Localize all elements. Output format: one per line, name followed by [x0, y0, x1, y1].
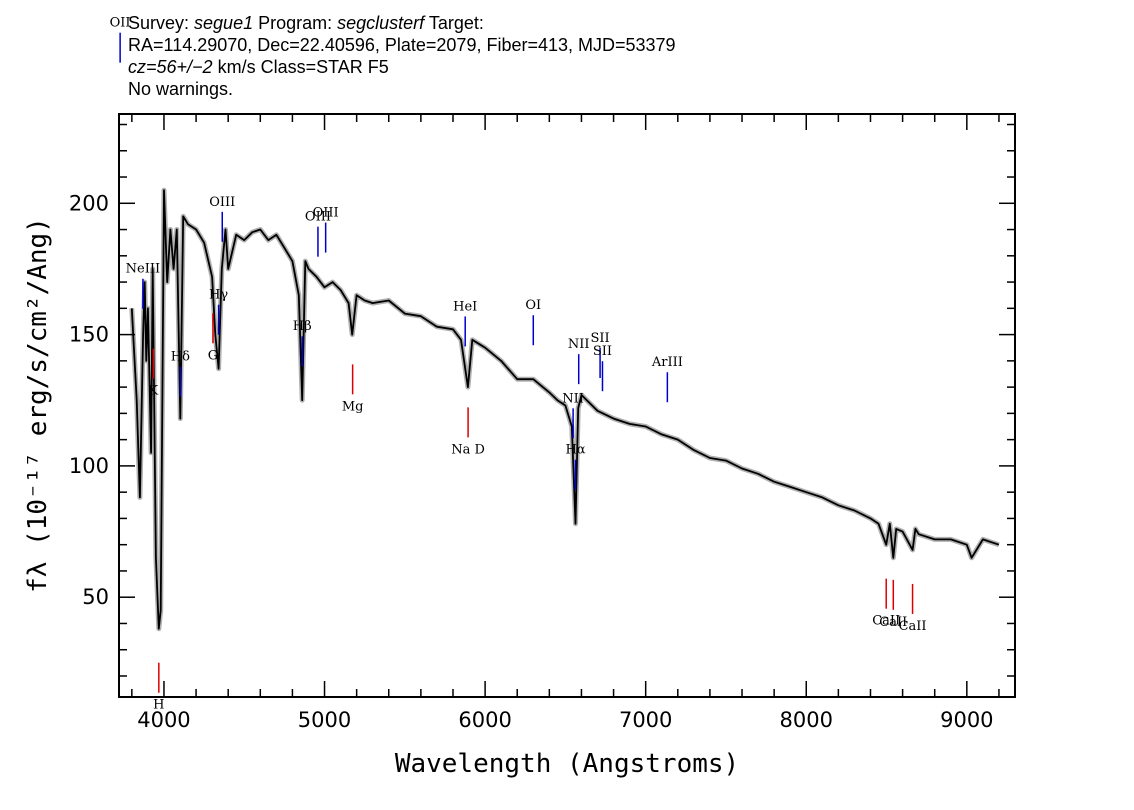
line-label-hei: HeI — [453, 299, 477, 314]
axis-ticks: 4000 5000 6000 7000 8000 9000 50 100 150 200 — [69, 114, 1015, 732]
line-label-oi: OI — [525, 298, 541, 313]
line-label-caii: CaII — [879, 615, 907, 630]
line-label-nii: NII — [562, 391, 584, 406]
y-tick-label: 100 — [69, 454, 109, 478]
x-tick-label: 9000 — [940, 708, 993, 732]
spectrum-error-band — [129, 187, 1000, 632]
line-label-caii: CaII — [899, 619, 927, 634]
line-label-oiii: OIII — [305, 210, 331, 225]
target-label: Target: — [424, 13, 484, 33]
survey-label: Survey: — [128, 13, 195, 33]
plot-frame — [118, 113, 1016, 698]
x-tick-label: 7000 — [619, 708, 672, 732]
line-label-oiii: OIII — [209, 195, 235, 210]
y-axis-title: fλ (10⁻¹⁷ erg/s/cm²/Ang) — [23, 217, 53, 593]
redshift-value: cz=56+/−2 — [128, 57, 213, 77]
line-label-hβ: Hβ — [293, 319, 312, 334]
header-line-coordinates: RA=114.29070, Dec=22.40596, Plate=2079, … — [128, 35, 676, 55]
line-label-g: G — [208, 348, 218, 363]
header-line-redshift: cz=56+/−2 km/s Class=STAR F5 — [128, 56, 676, 78]
spectrum-line — [130, 189, 1000, 630]
x-tick-label: 8000 — [780, 708, 833, 732]
x-tick-label: 5000 — [298, 708, 351, 732]
line-label-caii: CaII — [872, 614, 900, 629]
line-label-hδ: Hδ — [171, 350, 190, 365]
y-tick-label: 150 — [69, 323, 109, 347]
program-label: Program: — [253, 13, 338, 33]
survey-value: segue1 — [194, 13, 254, 33]
line-label-h: H — [153, 698, 164, 713]
line-label-oiii: OIII — [313, 206, 339, 221]
line-label-nii: NII — [568, 337, 590, 352]
y-tick-label: 200 — [69, 191, 109, 215]
line-label-ariii: ArIII — [651, 355, 683, 370]
x-tick-label: 4000 — [137, 708, 190, 732]
line-label-neiii: NeIII — [126, 262, 160, 277]
class-text: km/s Class=STAR F5 — [212, 57, 389, 77]
line-label-mg: Mg — [342, 399, 364, 414]
program-value: segclusterf — [337, 13, 425, 33]
line-label-na-d: Na D — [451, 442, 485, 457]
line-label-hγ: Hγ — [209, 288, 228, 303]
line-label-sii: SII — [593, 344, 612, 359]
line-label-sii: SII — [590, 331, 609, 346]
header-line-warnings: No warnings. — [128, 79, 234, 99]
y-tick-label: 50 — [82, 585, 109, 609]
x-axis-title: Wavelength (Angstroms) — [395, 749, 739, 779]
header-line-survey: Survey: segue1 Program: segclusterf Targ… — [128, 12, 676, 34]
line-label-k: K — [149, 384, 159, 399]
spectrum-header: Survey: segue1 Program: segclusterf Targ… — [128, 12, 676, 100]
x-tick-label: 6000 — [458, 708, 511, 732]
line-label-oii: OII — [110, 16, 131, 31]
line-label-hα: Hα — [565, 443, 585, 458]
